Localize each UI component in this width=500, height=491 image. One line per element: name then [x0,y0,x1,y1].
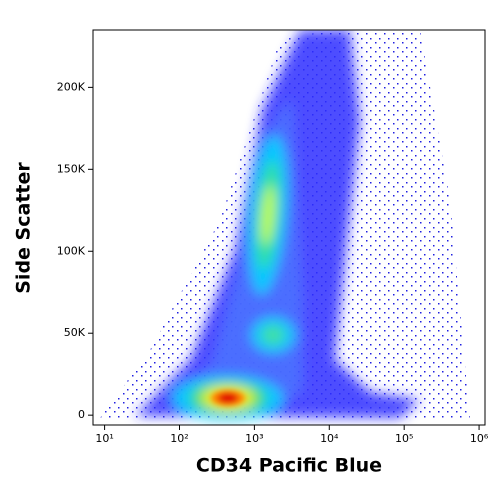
y-tick-label: 0 [78,408,85,421]
x-tick-label: 10⁶ [470,432,489,445]
x-tick-label: 10² [170,432,188,445]
density-peak [211,390,245,406]
density [135,30,420,420]
y-tick-label: 50K [64,326,86,339]
y-tick-label: 150K [57,162,86,175]
y-tick-label: 200K [57,80,86,93]
density-plot [100,30,470,420]
x-tick-label: 10⁵ [395,432,413,445]
x-tick-label: 10¹ [95,432,113,445]
x-tick-label: 10³ [245,432,263,445]
y-axis-title: Side Scatter [13,162,35,294]
x-tick-label: 10⁴ [320,432,339,445]
y-tick-label: 100K [57,244,86,257]
x-axis-title: CD34 Pacific Blue [196,455,382,477]
plot-frame [92,29,486,426]
